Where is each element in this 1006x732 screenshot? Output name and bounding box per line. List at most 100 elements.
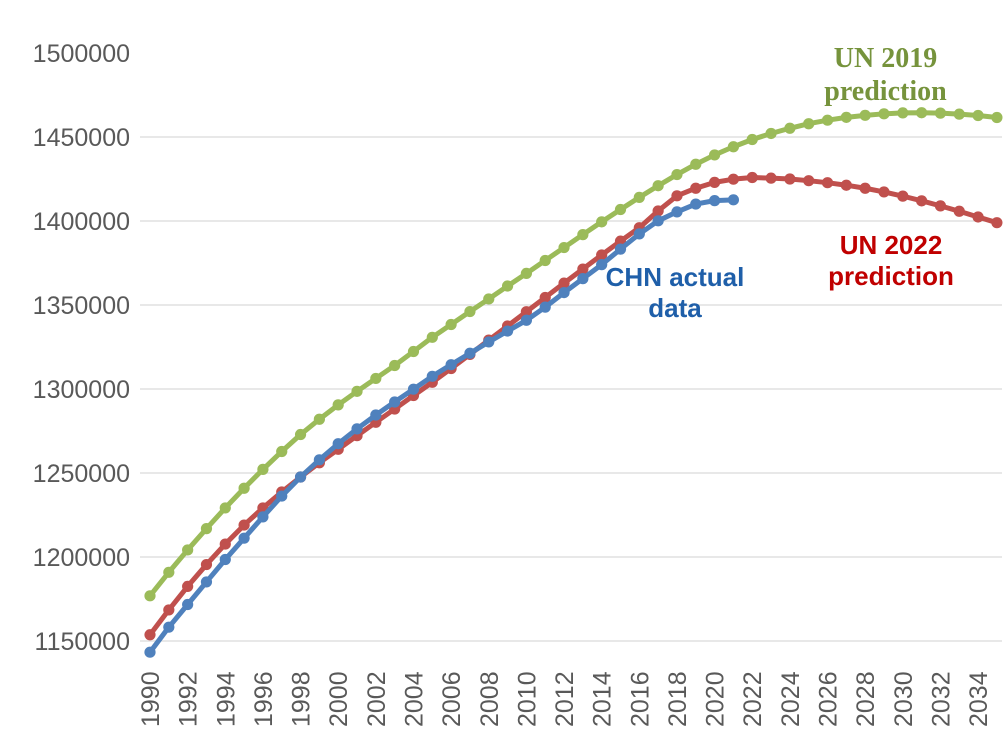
series-un-2019-prediction-marker [464, 305, 476, 318]
series-chn-actual-data-marker [163, 621, 175, 633]
series-chn-actual-data-marker [520, 314, 533, 326]
annotation-un-2019-line2: prediction [824, 76, 947, 108]
series-un-2022-prediction-marker [163, 604, 175, 616]
series-chn-actual-data-marker [313, 454, 325, 466]
annotation-un-2019-prediction: UN 2019 prediction [783, 42, 988, 108]
series-chn-actual-data-marker [614, 243, 627, 255]
series-chn-actual-data-marker [652, 215, 664, 227]
series-un-2019-prediction-marker [407, 345, 420, 358]
series-un-2019-prediction-marker [859, 109, 871, 121]
series-un-2022-prediction-marker [840, 179, 852, 191]
series-un-2019-prediction-marker [577, 229, 589, 241]
series-un-2022-prediction-marker [821, 177, 834, 189]
y-axis-label: 1150000 [35, 628, 130, 656]
series-un-2019-prediction-marker [765, 127, 777, 140]
annotation-chn-line2: data [648, 292, 702, 323]
x-axis-label: 2016 [626, 671, 654, 727]
series-un-2022-prediction-marker [652, 205, 664, 217]
series-un-2019-prediction-marker [671, 168, 683, 181]
series-un-2022-prediction-marker [991, 217, 1003, 229]
series-un-2019-prediction-marker [690, 158, 702, 170]
series-un-2022-prediction-marker [558, 277, 570, 289]
x-axis-label: 2010 [513, 671, 541, 727]
series-un-2019-prediction-marker [370, 372, 382, 385]
series-un-2022-prediction-marker [765, 172, 777, 184]
series-un-2022-prediction-marker [182, 580, 194, 593]
series-un-2019-prediction-marker [144, 590, 156, 602]
series-chn-actual-data-marker [709, 195, 721, 207]
series-un-2019-prediction-marker [727, 141, 740, 153]
x-axis-label: 2008 [476, 671, 504, 727]
series-un-2019-prediction-marker [276, 445, 288, 458]
series-un-2019-prediction-marker [972, 109, 984, 122]
series-un-2019-prediction-marker [426, 331, 438, 343]
series-chn-actual-data-marker [219, 553, 231, 566]
y-axis-label: 1300000 [33, 376, 130, 404]
series-chn-actual-data-marker [727, 194, 740, 206]
series-chn-actual-data-marker [351, 423, 363, 435]
series-un-2022-prediction-marker [690, 182, 702, 194]
series-un-2019-prediction-marker [501, 280, 514, 292]
series-un-2022-prediction-marker [727, 173, 740, 185]
x-axis-label: 2012 [551, 671, 579, 727]
series-chn-actual-data-marker [596, 259, 608, 271]
series-chn-actual-data-marker [257, 511, 269, 523]
series-un-2022-prediction-marker [746, 171, 758, 184]
series-chn-actual-data-marker [445, 359, 457, 371]
x-axis-label: 2026 [815, 671, 843, 727]
series-un-2019-prediction-marker [633, 191, 645, 203]
y-axis-label: 1200000 [33, 544, 130, 572]
series-un-2019-prediction-marker [991, 111, 1003, 124]
series-chn-actual-data-marker [276, 490, 288, 502]
annotation-un-2022-line2: prediction [828, 260, 954, 291]
x-axis-label: 1998 [288, 671, 316, 727]
series-un-2019-prediction-marker [840, 111, 852, 123]
series-chn-actual-data-marker [558, 287, 570, 299]
x-axis-label: 2006 [438, 671, 466, 727]
series-un-2022-prediction-marker [784, 173, 796, 185]
annotation-un-2022-line1: UN 2022 [839, 230, 943, 260]
annotation-chn-line1: CHN actual [605, 262, 745, 292]
series-un-2019-prediction-marker [916, 107, 928, 119]
y-axis-label: 1350000 [33, 292, 130, 320]
series-un-2019-prediction-marker [784, 122, 796, 134]
series-chn-actual-data-marker [238, 532, 250, 544]
x-axis-label: 2020 [702, 671, 730, 727]
series-un-2019-prediction-marker [200, 523, 213, 535]
series-un-2022-prediction-marker [953, 205, 965, 217]
series-un-2022-prediction-marker [934, 200, 947, 212]
series-un-2022-prediction-marker [144, 629, 156, 641]
series-un-2019-prediction-marker [313, 413, 325, 425]
series-chn-actual-data-marker [200, 576, 213, 588]
x-axis-label: 1996 [250, 671, 278, 727]
series-un-2019-prediction-marker [520, 267, 533, 279]
series-un-2019-prediction-marker [558, 241, 570, 254]
series-chn-actual-data-marker [539, 301, 551, 313]
series-un-2022-prediction-marker [709, 176, 721, 188]
series-chn-actual-data-marker [483, 336, 495, 348]
x-axis-label: 2014 [589, 671, 617, 727]
series-un-2019-prediction-marker [897, 107, 909, 119]
series-un-2019-prediction-marker [332, 399, 344, 411]
series-un-2019-prediction-marker [257, 463, 269, 475]
series-un-2019-prediction-marker [934, 107, 947, 119]
series-chn-actual-data-marker [577, 273, 589, 285]
series-un-2019-prediction-marker [878, 108, 890, 120]
series-un-2022-prediction-marker [972, 211, 984, 223]
series-chn-actual-data-marker [690, 198, 702, 210]
x-axis-label: 2018 [664, 671, 692, 727]
series-un-2022-prediction-marker [859, 182, 871, 194]
x-axis-label: 1990 [137, 671, 165, 727]
series-chn-actual-data-marker [294, 471, 307, 483]
series-un-2019-prediction-marker [294, 428, 307, 441]
series-un-2019-prediction-line [147, 110, 1000, 599]
series-un-2022-prediction-marker [878, 186, 890, 198]
series-un-2022-prediction-marker [803, 175, 815, 187]
series-un-2019-prediction-marker [652, 180, 664, 192]
x-axis-label: 1994 [212, 671, 240, 727]
x-axis-label: 2034 [965, 671, 993, 727]
series-un-2022-prediction-marker [238, 519, 250, 531]
x-axis-label: 2028 [852, 671, 880, 727]
